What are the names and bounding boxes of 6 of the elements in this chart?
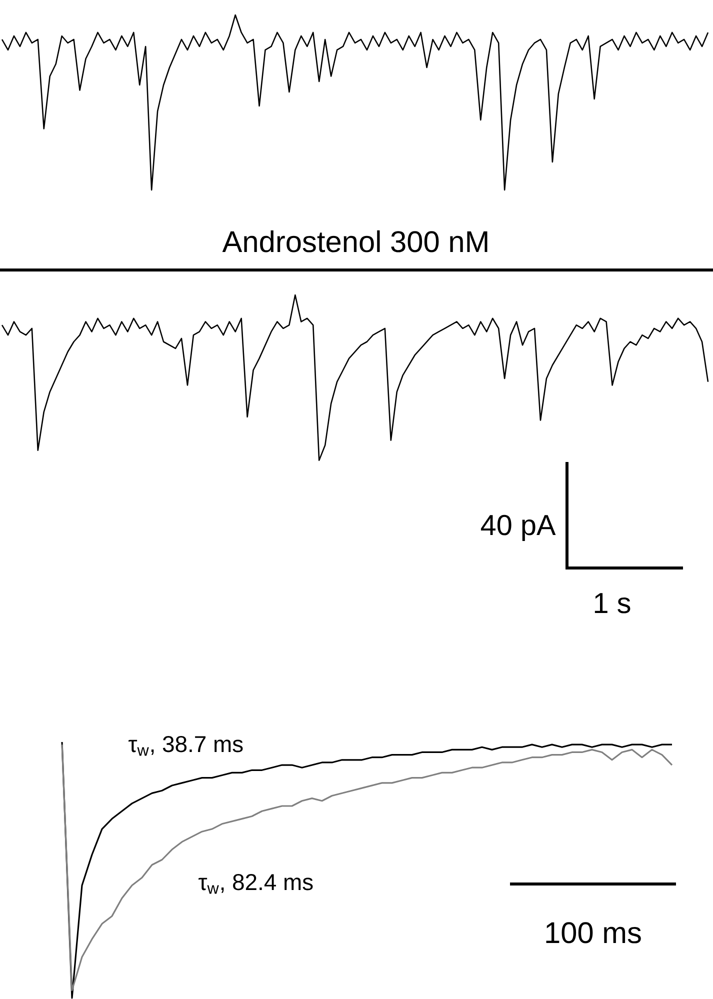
text: 1 s: [594, 593, 630, 614]
annotation: 100 ms: [546, 922, 641, 944]
series-label: τ$_{w}$, 38.7 ms: [128, 736, 243, 756]
chart-title: Androstenol 300 nM: [222, 230, 488, 252]
text: 40 pA: [480, 514, 556, 541]
series-label: τ$_{w}$, 82.4 ms: [198, 874, 313, 894]
